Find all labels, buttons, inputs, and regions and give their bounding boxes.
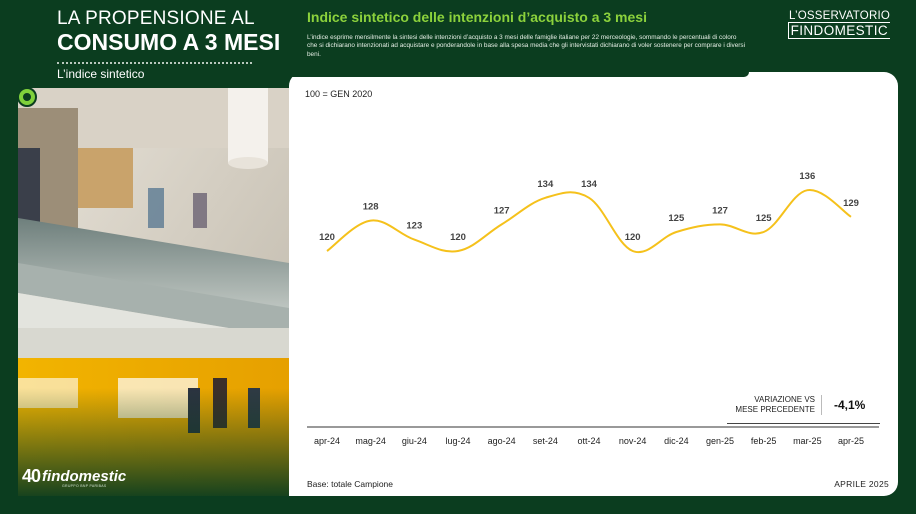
card-header-notch	[289, 72, 749, 77]
data-label: 125	[668, 213, 685, 224]
escalator-photo	[18, 88, 289, 496]
x-tick-label: set-24	[533, 436, 558, 446]
data-label: 134	[581, 179, 598, 190]
data-label: 120	[319, 232, 335, 243]
data-label: 120	[450, 232, 466, 243]
data-label: 120	[625, 232, 641, 243]
x-tick-label: feb-25	[751, 436, 777, 446]
chart-heading: Indice sintetico delle intenzioni d’acqu…	[307, 9, 647, 25]
brand-line-1: L’OSSERVATORIO	[788, 10, 890, 22]
series-line	[326, 189, 852, 254]
section-subtitle: L’indice sintetico	[57, 67, 145, 81]
logo-name: findomestic	[42, 468, 127, 485]
chart-description: L’indice esprime mensilmente la sintesi …	[307, 34, 746, 58]
title-divider	[57, 62, 252, 64]
page-title: LA PROPENSIONE AL CONSUMO A 3 MESI	[57, 8, 287, 54]
brand-logo: L’OSSERVATORIO FINDOMESTIC	[787, 10, 890, 40]
variation-label: VARIAZIONE VS MESE PRECEDENTE	[727, 395, 822, 415]
data-labels: 120 128 123 120 127 134 134 120 125 127 125 136 129	[319, 171, 859, 243]
x-tick-label: apr-25	[838, 436, 864, 446]
base-note: Base: totale Campione	[307, 479, 393, 489]
chart-card	[289, 72, 898, 496]
report-date: APRILE 2025	[834, 479, 889, 489]
x-tick-label: mag-24	[355, 436, 386, 446]
data-label: 136	[799, 171, 815, 182]
x-tick-label: apr-24	[314, 436, 340, 446]
variation-label-line-2: MESE PRECEDENTE	[735, 405, 815, 414]
x-tick-label: mar-25	[793, 436, 822, 446]
data-label: 123	[406, 221, 422, 232]
variation-box: VARIAZIONE VS MESE PRECEDENTE -4,1%	[727, 395, 872, 415]
brand-line-2: FINDOMESTIC	[787, 22, 890, 39]
index-base-note: 100 = GEN 2020	[305, 89, 373, 99]
data-label: 127	[494, 205, 510, 216]
logo-subtitle: GRUPPO BNP PARIBAS	[62, 484, 107, 488]
variation-underline	[727, 423, 880, 424]
x-tick-label: ago-24	[488, 436, 516, 446]
findomestic-logo: 40 findomestic GRUPPO BNP PARIBAS	[22, 466, 127, 488]
eye-icon	[17, 87, 37, 107]
x-tick-label: gen-25	[706, 436, 734, 446]
data-label: 127	[712, 205, 728, 216]
data-label: 129	[843, 198, 859, 209]
series-line-path	[326, 189, 852, 254]
anniversary-logo: 40	[22, 466, 41, 486]
title-line-1: LA PROPENSIONE AL	[57, 8, 255, 29]
variation-value: -4,1%	[834, 398, 866, 412]
x-tick-label: nov-24	[619, 436, 647, 446]
data-label: 125	[756, 213, 773, 224]
title-line-2: CONSUMO A 3 MESI	[57, 29, 281, 55]
x-tick-label: lug-24	[445, 436, 470, 446]
x-tick-labels: apr-24 mag-24 giu-24 lug-24 ago-24 set-24 ott-…	[314, 436, 864, 446]
data-label: 128	[363, 202, 379, 213]
x-tick-label: giu-24	[402, 436, 427, 446]
variation-label-line-1: VARIAZIONE VS	[754, 395, 815, 404]
x-tick-label: ott-24	[577, 436, 600, 446]
x-tick-label: dic-24	[664, 436, 689, 446]
data-label: 134	[537, 179, 554, 190]
